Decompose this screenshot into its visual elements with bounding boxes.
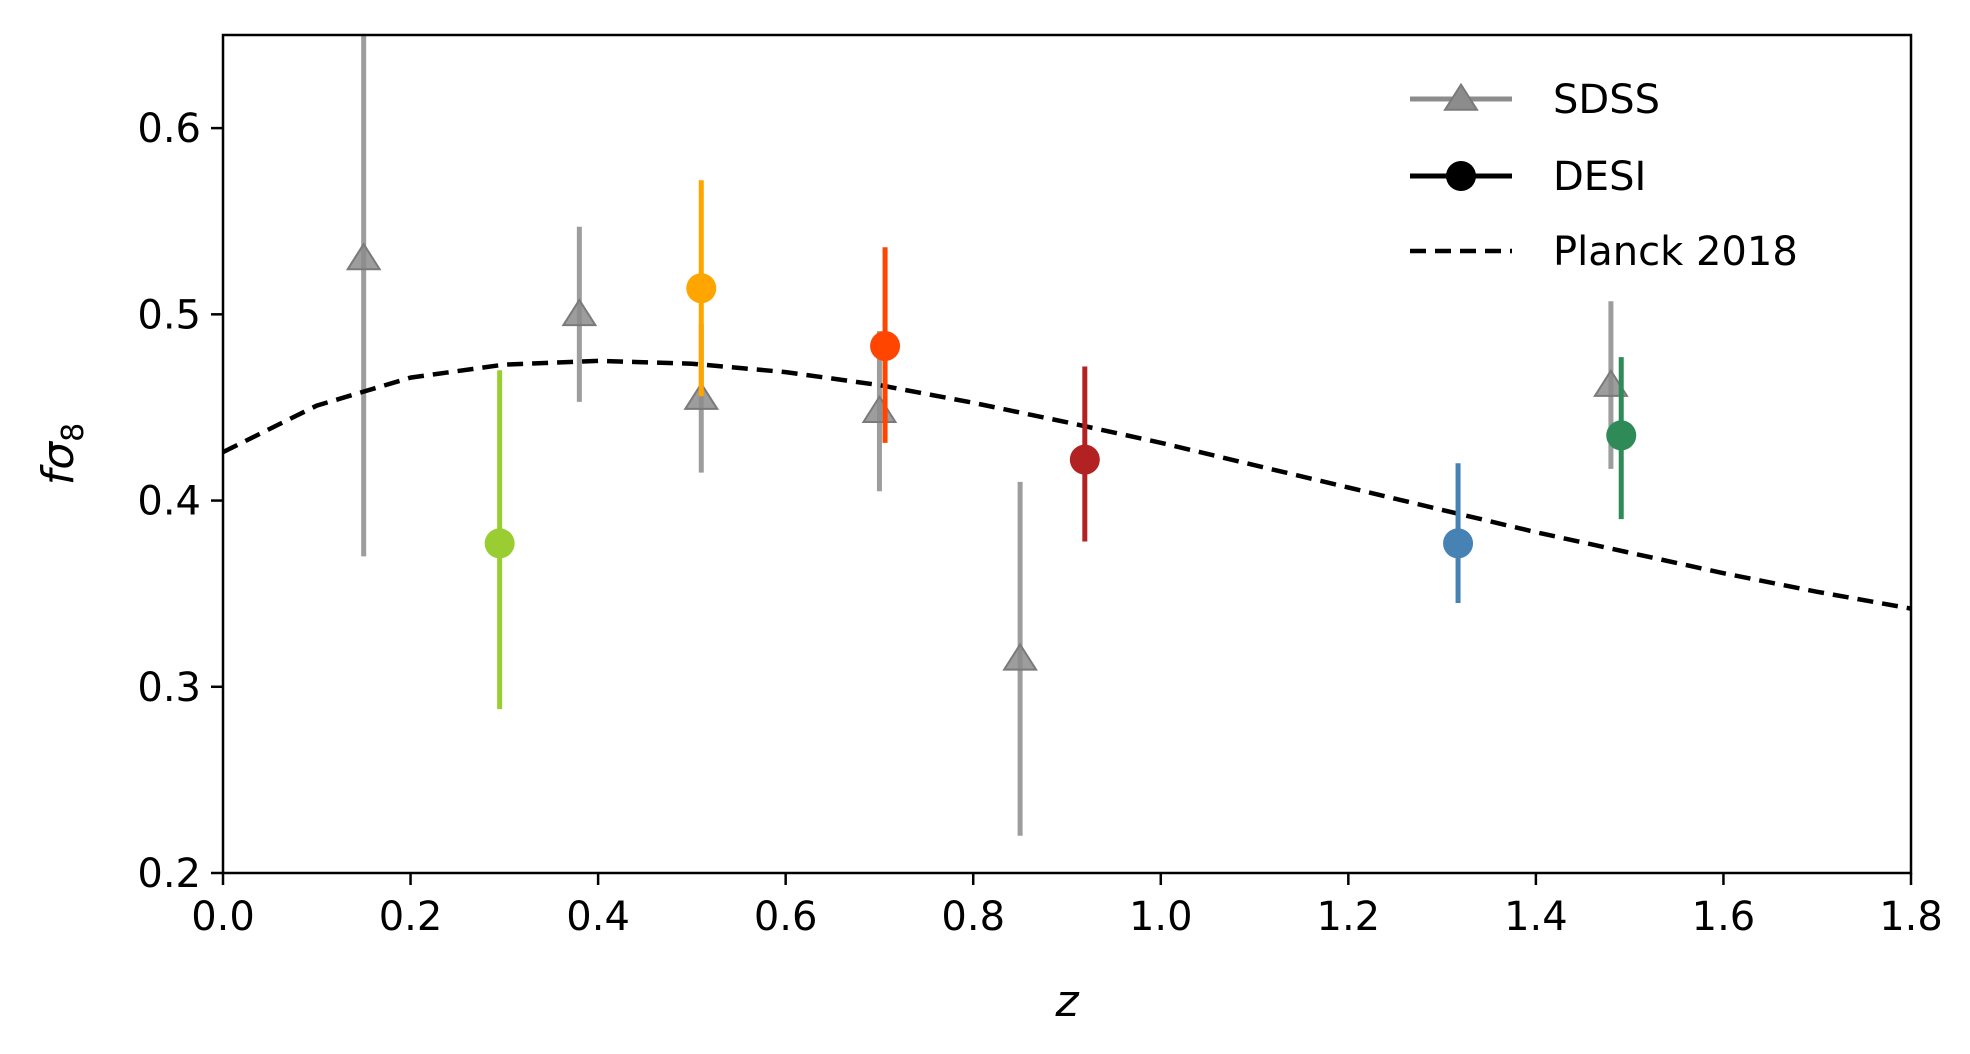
legend-desi-marker	[1446, 161, 1476, 191]
x-tick-label: 1.8	[1879, 894, 1943, 940]
legend-desi-label: DESI	[1553, 154, 1646, 200]
x-tick-label: 0.8	[941, 894, 1005, 940]
desi-point	[484, 528, 515, 559]
plot-area	[223, 35, 1911, 836]
legend-sdss-label: SDSS	[1553, 77, 1660, 123]
x-tick-label: 0.0	[191, 894, 255, 940]
y-tick-label: 0.4	[137, 479, 201, 525]
x-tick-label: 0.4	[566, 894, 630, 940]
x-axis-label: z	[1054, 976, 1079, 1027]
y-axis: 0.2 0.3 0.4 0.5 0.6	[137, 106, 223, 897]
y-axis-label: fσ8	[33, 423, 91, 485]
sdss-point	[683, 381, 720, 410]
x-axis: 0.0 0.2 0.4 0.6 0.8 1.0 1.2 1.4 1.6 1.8	[191, 873, 1943, 940]
y-tick-label: 0.6	[137, 106, 201, 152]
sdss-point	[561, 298, 598, 327]
desi-point	[1443, 528, 1474, 559]
desi-point	[686, 273, 717, 304]
x-tick-label: 1.6	[1692, 894, 1756, 940]
desi-point	[870, 330, 901, 361]
legend: SDSS DESI Planck 2018	[1410, 77, 1798, 275]
x-tick-label: 1.2	[1317, 894, 1381, 940]
desi-point	[1606, 420, 1637, 451]
y-tick-label: 0.3	[137, 665, 201, 711]
legend-planck-label: Planck 2018	[1553, 229, 1798, 275]
y-axis-label-subscript: 8	[56, 423, 91, 442]
x-tick-label: 0.2	[379, 894, 443, 940]
desi-point	[1069, 444, 1100, 475]
x-tick-label: 1.0	[1129, 894, 1193, 940]
y-axis-label-main: fσ	[33, 441, 84, 485]
y-tick-label: 0.2	[137, 851, 201, 897]
plot-clipped-group	[223, 35, 1911, 836]
x-tick-label: 1.4	[1504, 894, 1568, 940]
planck-2018-curve	[223, 358, 1911, 611]
y-tick-label: 0.5	[137, 292, 201, 338]
sdss-point	[1002, 642, 1038, 671]
legend-sdss-marker	[1443, 82, 1479, 111]
sdss-point	[345, 242, 382, 271]
axes-frame	[221, 33, 1913, 875]
x-tick-label: 0.6	[754, 894, 818, 940]
